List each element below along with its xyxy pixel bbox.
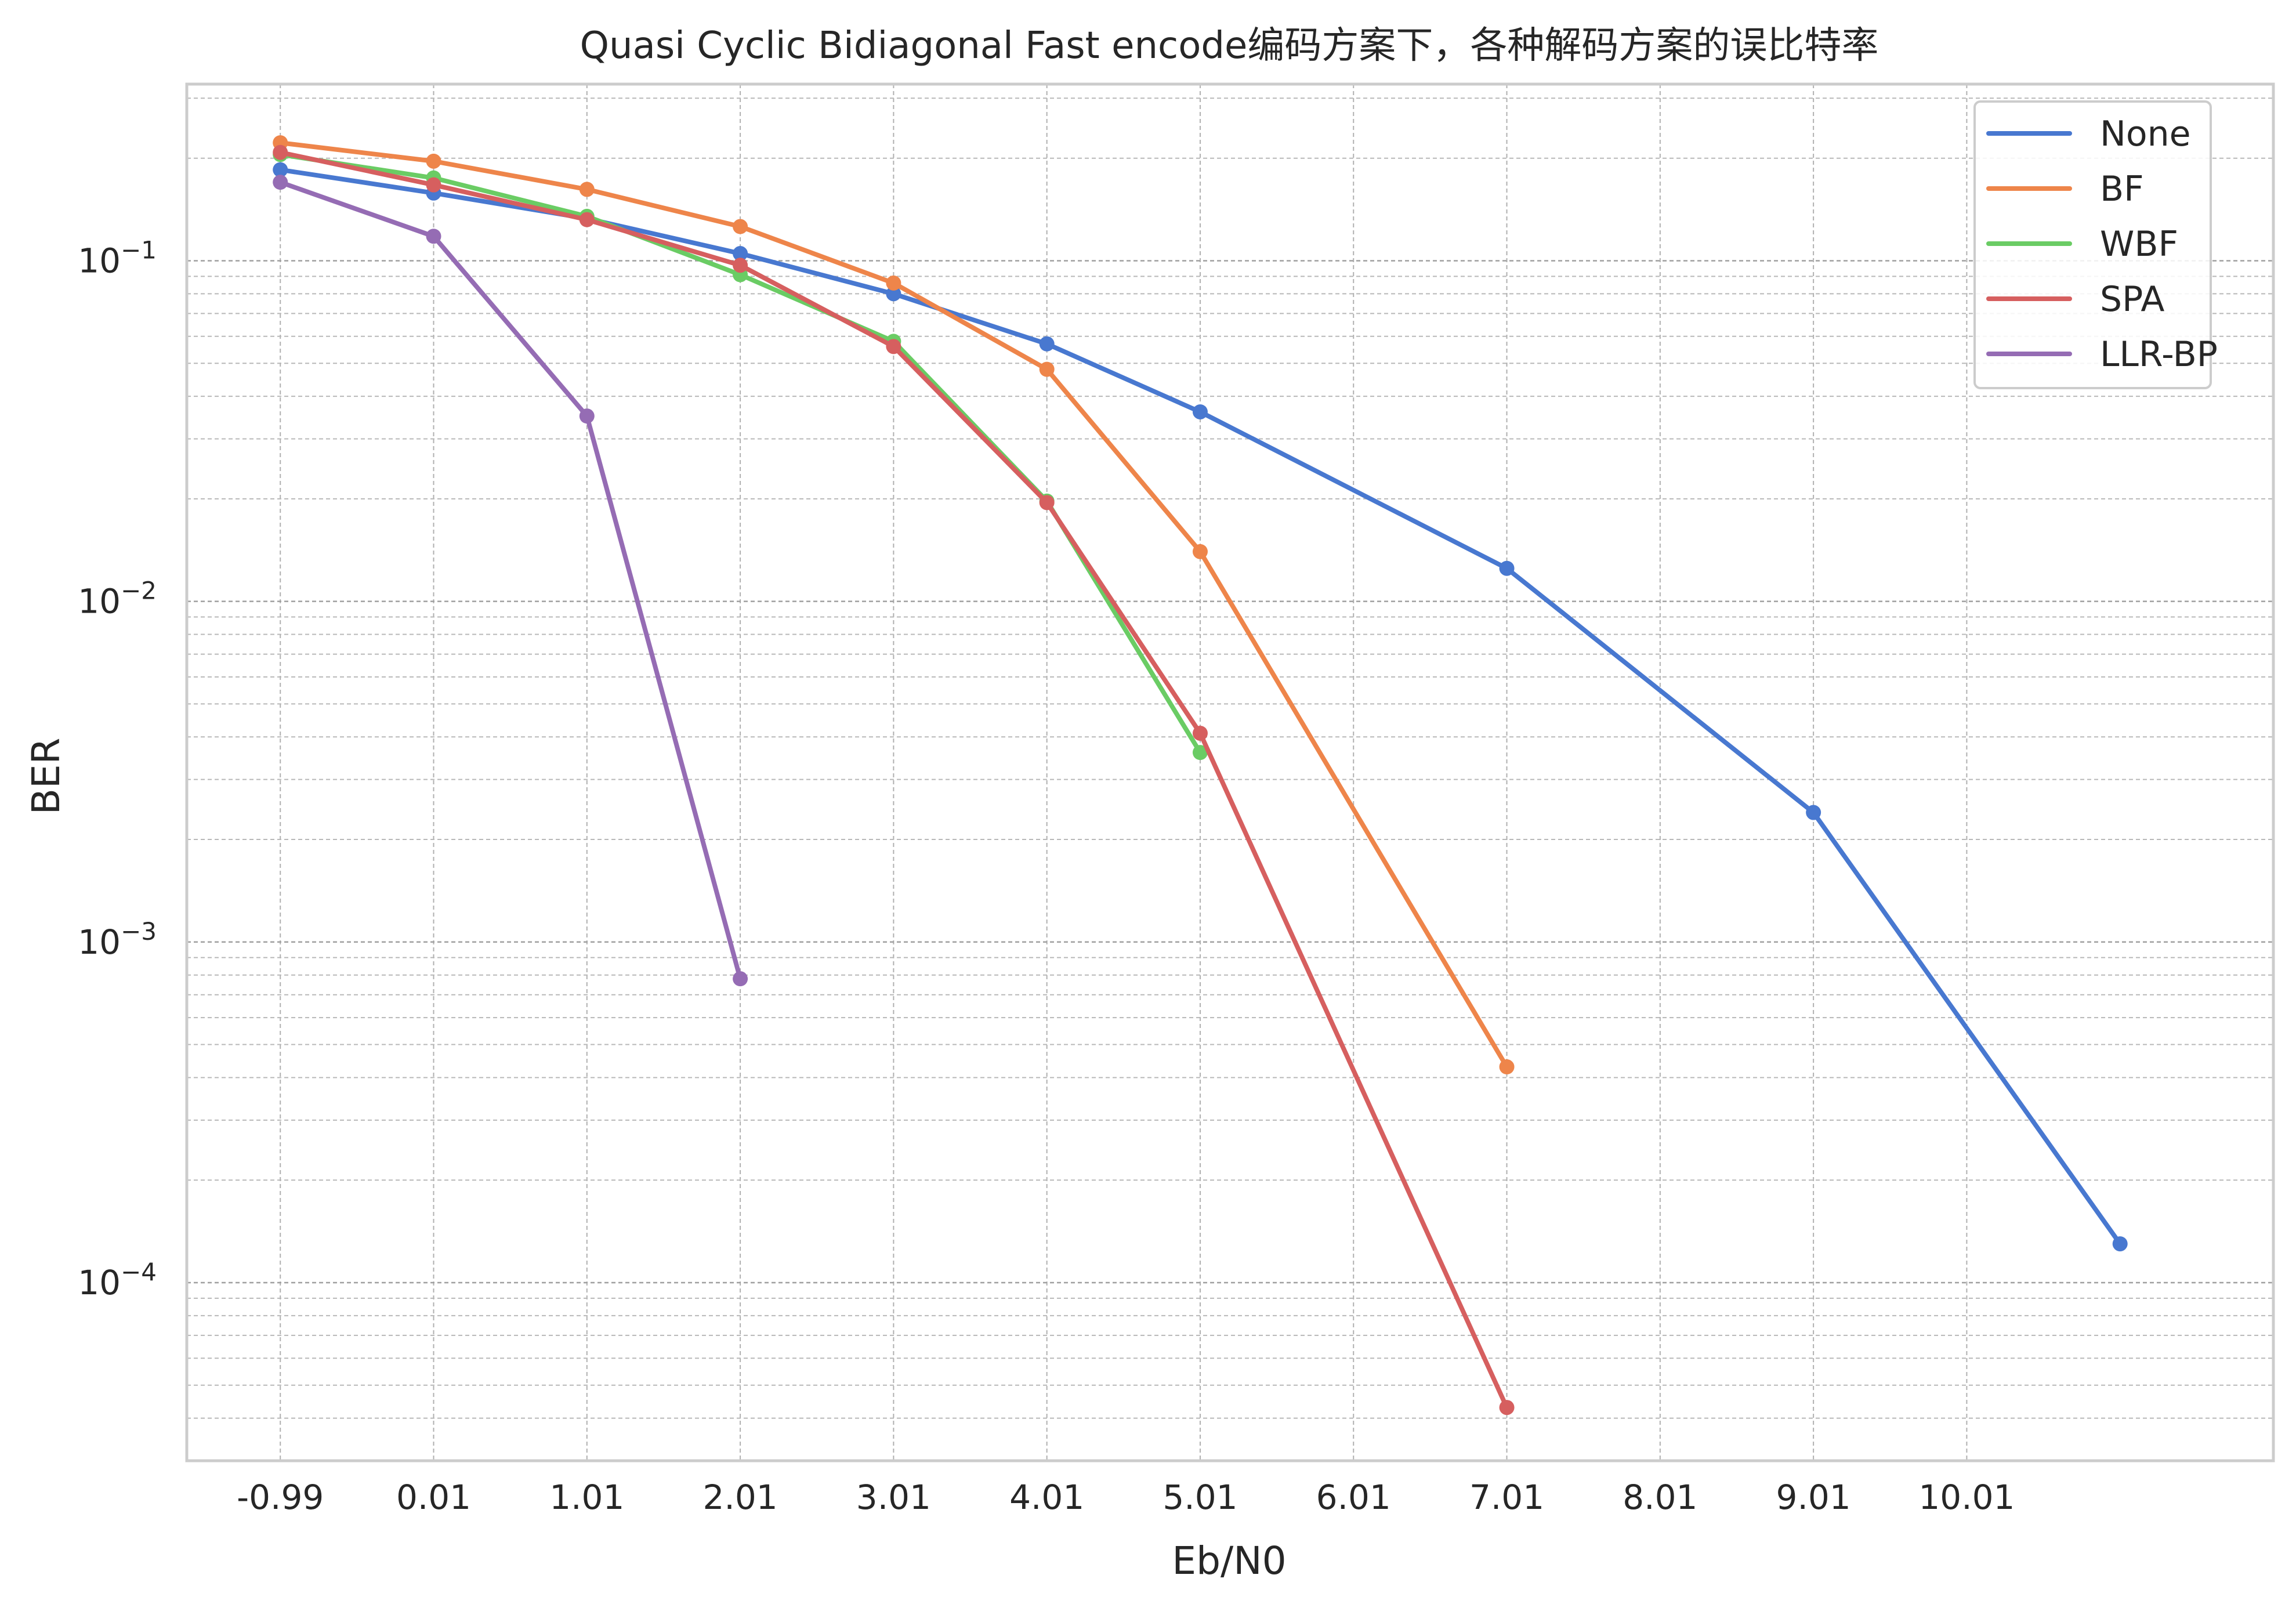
data-point bbox=[733, 219, 748, 234]
x-tick-label: 3.01 bbox=[856, 1478, 931, 1517]
data-point bbox=[579, 212, 595, 227]
x-axis-title: Eb/N0 bbox=[1172, 1538, 1286, 1583]
x-tick-label: 4.01 bbox=[1009, 1478, 1084, 1517]
data-point bbox=[426, 177, 441, 193]
data-point bbox=[733, 246, 748, 262]
series-line bbox=[278, 150, 1509, 1410]
series-line bbox=[278, 180, 743, 982]
data-point bbox=[426, 229, 441, 244]
data-point bbox=[886, 339, 901, 354]
data-point bbox=[273, 175, 288, 190]
series-none bbox=[273, 162, 2128, 1252]
legend-label: BF bbox=[2100, 169, 2144, 209]
series-llr-bp bbox=[273, 175, 748, 987]
y-tick-label: 10−4 bbox=[78, 1258, 157, 1302]
data-point bbox=[1039, 495, 1055, 511]
x-tick-label: 8.01 bbox=[1623, 1478, 1697, 1517]
y-axis-ticks: 10−1 10−2 10−3 10−4 bbox=[78, 236, 157, 1302]
x-tick-label: 9.01 bbox=[1776, 1478, 1851, 1517]
legend-item: WBF bbox=[1986, 224, 2178, 265]
data-point bbox=[273, 162, 288, 178]
data-point bbox=[886, 275, 901, 291]
legend-item: BF bbox=[1986, 169, 2144, 209]
data-point bbox=[426, 153, 441, 169]
data-point bbox=[733, 971, 748, 987]
x-tick-label: -0.99 bbox=[237, 1478, 324, 1517]
legend-label: SPA bbox=[2100, 279, 2164, 320]
legend-item: None bbox=[1986, 114, 2191, 154]
y-tick-label: 10−3 bbox=[78, 917, 157, 962]
series-line bbox=[278, 167, 2123, 1247]
data-point bbox=[1499, 1059, 1515, 1075]
data-point bbox=[1192, 544, 1208, 559]
data-point bbox=[1499, 1400, 1515, 1415]
legend-label: None bbox=[2100, 114, 2191, 154]
x-tick-label: 6.01 bbox=[1316, 1478, 1391, 1517]
legend: None BF WBF SPA LLR-BP bbox=[1973, 100, 2218, 389]
x-tick-label: 0.01 bbox=[396, 1478, 471, 1517]
data-point bbox=[1192, 404, 1208, 419]
y-axis-title: BER bbox=[24, 738, 68, 815]
y-tick-label: 10−1 bbox=[78, 236, 157, 280]
data-point bbox=[579, 408, 595, 424]
data-point bbox=[1806, 805, 1821, 820]
legend-item: LLR-BP bbox=[1986, 334, 2218, 375]
data-point bbox=[1499, 560, 1515, 576]
x-tick-label: 2.01 bbox=[703, 1478, 778, 1517]
series-layer bbox=[273, 135, 2128, 1415]
data-point bbox=[1192, 725, 1208, 741]
data-point bbox=[1039, 336, 1055, 352]
legend-label: WBF bbox=[2100, 224, 2178, 265]
data-point bbox=[1039, 361, 1055, 377]
chart-title: Quasi Cyclic Bidiagonal Fast encode编码方案下… bbox=[580, 24, 1879, 67]
data-point bbox=[733, 258, 748, 273]
x-tick-label: 10.01 bbox=[1918, 1478, 2015, 1517]
series-line bbox=[278, 140, 1509, 1069]
x-axis-ticks: -0.99 0.01 1.01 2.01 3.01 4.01 5.01 6.01 7.01 8.0… bbox=[237, 1478, 2015, 1517]
y-tick-label: 10−2 bbox=[78, 577, 157, 621]
legend-label: LLR-BP bbox=[2100, 334, 2218, 375]
data-point bbox=[2112, 1236, 2128, 1252]
data-point bbox=[1192, 745, 1208, 761]
series-spa bbox=[273, 144, 1515, 1415]
x-tick-label: 5.01 bbox=[1163, 1478, 1237, 1517]
legend-box bbox=[1973, 100, 2212, 389]
legend-items: None BF WBF SPA LLR-BP bbox=[1986, 114, 2218, 375]
series-bf bbox=[273, 135, 1515, 1075]
data-point bbox=[273, 144, 288, 160]
plot-frame bbox=[185, 82, 2275, 1462]
x-tick-label: 1.01 bbox=[549, 1478, 624, 1517]
data-point bbox=[886, 286, 901, 302]
x-tick-label: 7.01 bbox=[1469, 1478, 1544, 1517]
data-point bbox=[579, 182, 595, 197]
legend-item: SPA bbox=[1986, 279, 2164, 320]
